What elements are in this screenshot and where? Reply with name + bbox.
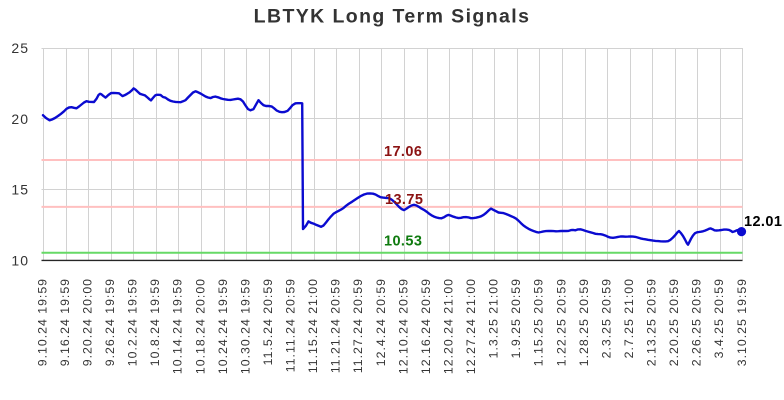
svg-text:2.26.25 20:59: 2.26.25 20:59 [690,278,704,366]
svg-text:11.27.24 20:59: 11.27.24 20:59 [351,278,365,373]
svg-text:1.3.25 21:00: 1.3.25 21:00 [487,278,501,358]
svg-text:9.16.24 19:59: 9.16.24 19:59 [58,278,72,366]
svg-text:10.24.24 19:59: 10.24.24 19:59 [216,278,230,374]
svg-text:11.21.24 20:59: 11.21.24 20:59 [329,278,343,373]
svg-text:10: 10 [11,253,29,269]
svg-text:12.4.24 20:59: 12.4.24 20:59 [374,278,388,366]
svg-text:1.15.25 20:59: 1.15.25 20:59 [532,278,546,366]
svg-text:10.18.24 20:00: 10.18.24 20:00 [193,278,207,374]
svg-text:9.26.24 19:59: 9.26.24 19:59 [103,278,117,366]
svg-text:9.10.24 19:59: 9.10.24 19:59 [35,278,49,366]
svg-text:10.14.24 19:59: 10.14.24 19:59 [171,278,185,374]
svg-text:10.53: 10.53 [384,234,422,250]
svg-text:17.06: 17.06 [384,144,422,160]
svg-text:1.9.25 20:59: 1.9.25 20:59 [509,278,523,358]
svg-text:11.5.24 20:59: 11.5.24 20:59 [261,278,275,365]
svg-text:15: 15 [11,182,29,198]
svg-text:12.01: 12.01 [744,214,782,230]
svg-text:12.10.24 20:59: 12.10.24 20:59 [396,278,410,374]
svg-text:13.75: 13.75 [385,192,423,208]
svg-text:9.20.24 20:00: 9.20.24 20:00 [80,278,94,366]
svg-text:1.22.25 20:59: 1.22.25 20:59 [554,278,568,366]
svg-text:3.10.25 19:59: 3.10.25 19:59 [735,278,749,366]
svg-text:2.3.25 20:59: 2.3.25 20:59 [599,278,613,358]
svg-text:3.4.25 20:59: 3.4.25 20:59 [712,278,726,358]
svg-text:11.11.24 20:59: 11.11.24 20:59 [284,278,298,372]
svg-text:2.20.25 20:59: 2.20.25 20:59 [667,278,681,366]
svg-text:10.30.24 19:59: 10.30.24 19:59 [238,278,252,374]
svg-text:1.28.25 20:59: 1.28.25 20:59 [577,278,591,366]
svg-text:10.2.24 19:59: 10.2.24 19:59 [126,278,140,366]
svg-text:11.15.24 21:00: 11.15.24 21:00 [306,278,320,373]
svg-text:10.8.24 19:59: 10.8.24 19:59 [148,278,162,366]
svg-text:12.16.24 20:59: 12.16.24 20:59 [419,278,433,374]
svg-text:25: 25 [11,40,29,56]
svg-text:2.13.25 20:59: 2.13.25 20:59 [645,278,659,366]
svg-text:12.20.24 21:00: 12.20.24 21:00 [441,278,455,374]
svg-text:20: 20 [11,111,29,127]
svg-text:LBTYK Long Term Signals: LBTYK Long Term Signals [254,6,531,28]
svg-text:2.7.25 21:00: 2.7.25 21:00 [622,278,636,358]
svg-text:12.27.24 21:00: 12.27.24 21:00 [464,278,478,374]
